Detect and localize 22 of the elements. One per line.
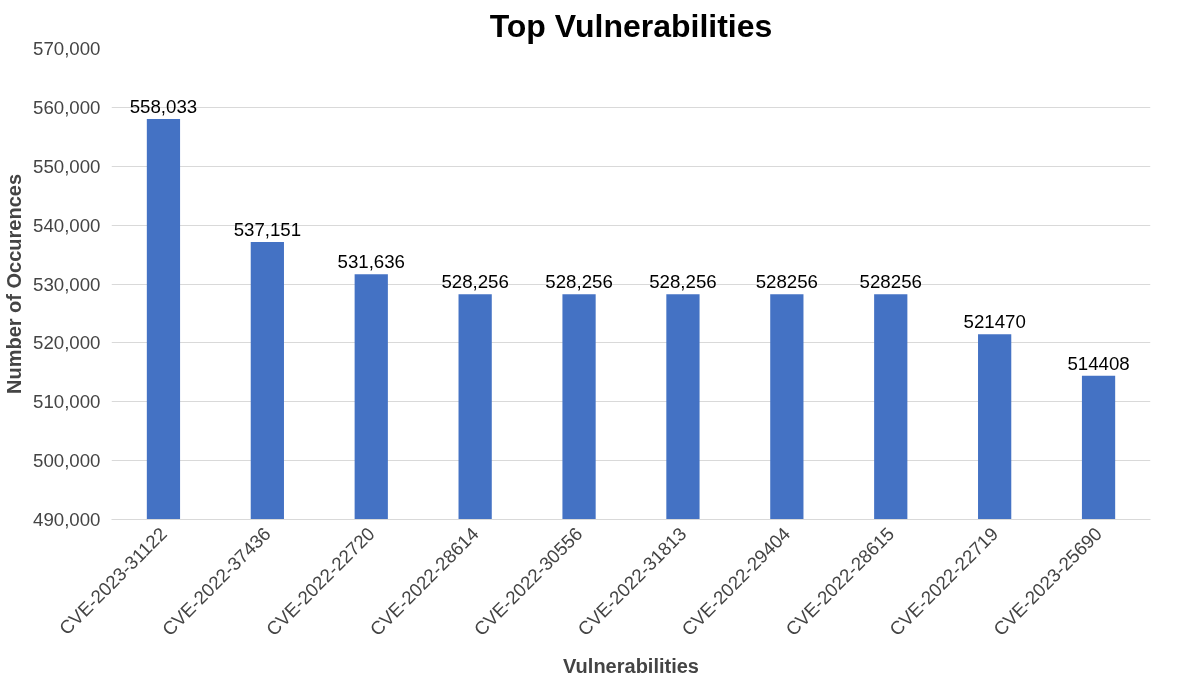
- y-tick-label: 500,000: [33, 450, 101, 472]
- data-label: 558,033: [129, 95, 198, 117]
- chart-title: Top Vulnerabilities: [489, 7, 773, 44]
- data-label: 521470: [963, 311, 1026, 333]
- y-tick-label: 530,000: [33, 273, 101, 295]
- y-tick-label: 570,000: [33, 38, 101, 59]
- y-tick-label: 540,000: [33, 214, 101, 236]
- data-label: 531,636: [337, 251, 405, 273]
- y-tick-label: 490,000: [33, 509, 101, 530]
- y-axis-title: Number of Occurences: [3, 173, 26, 395]
- data-label: 528256: [755, 271, 818, 293]
- y-tick-label: 520,000: [33, 332, 101, 354]
- data-label: 528,256: [441, 271, 509, 293]
- data-label: 528,256: [649, 271, 717, 293]
- y-tick-label: 560,000: [33, 96, 101, 118]
- y-tick-label: 510,000: [33, 391, 101, 413]
- data-label: 528,256: [545, 271, 613, 293]
- data-label: 514408: [1067, 352, 1130, 374]
- data-label: 528256: [859, 271, 922, 293]
- x-axis-title: Vulnerabilities: [563, 655, 699, 678]
- data-label: 537,151: [233, 218, 302, 240]
- y-tick-label: 550,000: [33, 155, 101, 177]
